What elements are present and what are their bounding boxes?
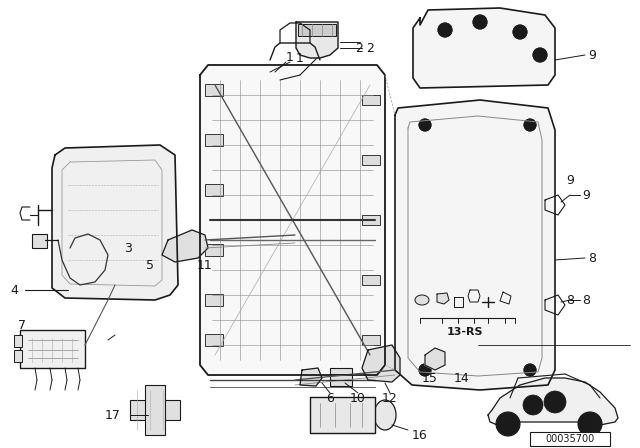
Bar bbox=[530, 432, 610, 446]
Polygon shape bbox=[200, 65, 385, 375]
Text: 10: 10 bbox=[350, 392, 366, 405]
Circle shape bbox=[513, 25, 527, 39]
Circle shape bbox=[473, 15, 487, 29]
Circle shape bbox=[524, 364, 536, 376]
Text: 00035700: 00035700 bbox=[545, 434, 595, 444]
Circle shape bbox=[524, 119, 536, 131]
Polygon shape bbox=[413, 8, 555, 88]
Circle shape bbox=[533, 48, 547, 62]
Bar bbox=[14, 335, 22, 347]
Polygon shape bbox=[310, 397, 375, 433]
Text: 17: 17 bbox=[105, 409, 121, 422]
Polygon shape bbox=[362, 345, 400, 382]
Text: 2: 2 bbox=[355, 42, 363, 55]
Polygon shape bbox=[395, 100, 555, 390]
Bar bbox=[130, 400, 180, 420]
Text: 13-RS: 13-RS bbox=[447, 327, 483, 337]
Bar bbox=[362, 275, 380, 285]
Text: 6: 6 bbox=[326, 392, 334, 405]
Text: 11: 11 bbox=[197, 258, 213, 271]
Bar bbox=[362, 155, 380, 165]
Text: 14: 14 bbox=[454, 371, 470, 384]
Polygon shape bbox=[296, 22, 338, 58]
Bar bbox=[330, 368, 352, 386]
Text: 1: 1 bbox=[296, 52, 304, 65]
Bar bbox=[14, 350, 22, 362]
Bar bbox=[145, 385, 165, 435]
Text: 7: 7 bbox=[18, 319, 26, 332]
Polygon shape bbox=[300, 368, 322, 386]
Bar bbox=[362, 95, 380, 105]
Bar bbox=[298, 24, 336, 36]
Text: 9: 9 bbox=[582, 189, 590, 202]
Text: 5: 5 bbox=[146, 258, 154, 271]
Ellipse shape bbox=[374, 400, 396, 430]
Bar bbox=[32, 234, 47, 248]
Text: 3: 3 bbox=[124, 241, 132, 254]
Circle shape bbox=[419, 119, 431, 131]
Text: 8: 8 bbox=[588, 251, 596, 264]
Text: 16: 16 bbox=[412, 428, 428, 441]
Polygon shape bbox=[437, 293, 449, 304]
Text: 12: 12 bbox=[382, 392, 398, 405]
Bar bbox=[362, 215, 380, 225]
Bar bbox=[205, 244, 223, 256]
Bar bbox=[205, 334, 223, 346]
Text: 9: 9 bbox=[588, 48, 596, 61]
Circle shape bbox=[419, 364, 431, 376]
Ellipse shape bbox=[415, 295, 429, 305]
Bar bbox=[205, 294, 223, 306]
Text: 1: 1 bbox=[286, 51, 294, 64]
Bar bbox=[205, 84, 223, 96]
Circle shape bbox=[544, 391, 566, 413]
Text: 8: 8 bbox=[566, 293, 574, 306]
Bar bbox=[20, 330, 85, 368]
Bar bbox=[205, 184, 223, 196]
Circle shape bbox=[523, 395, 543, 415]
Bar bbox=[362, 335, 380, 345]
Circle shape bbox=[438, 23, 452, 37]
Text: 9: 9 bbox=[566, 173, 574, 186]
Text: 2: 2 bbox=[366, 42, 374, 55]
Polygon shape bbox=[52, 145, 178, 300]
Text: 4: 4 bbox=[10, 284, 18, 297]
Circle shape bbox=[578, 412, 602, 436]
Polygon shape bbox=[488, 378, 618, 426]
Text: 8: 8 bbox=[582, 293, 590, 306]
Circle shape bbox=[496, 412, 520, 436]
Text: 15: 15 bbox=[422, 371, 438, 384]
Bar bbox=[205, 134, 223, 146]
Polygon shape bbox=[425, 348, 445, 370]
Polygon shape bbox=[162, 230, 208, 262]
